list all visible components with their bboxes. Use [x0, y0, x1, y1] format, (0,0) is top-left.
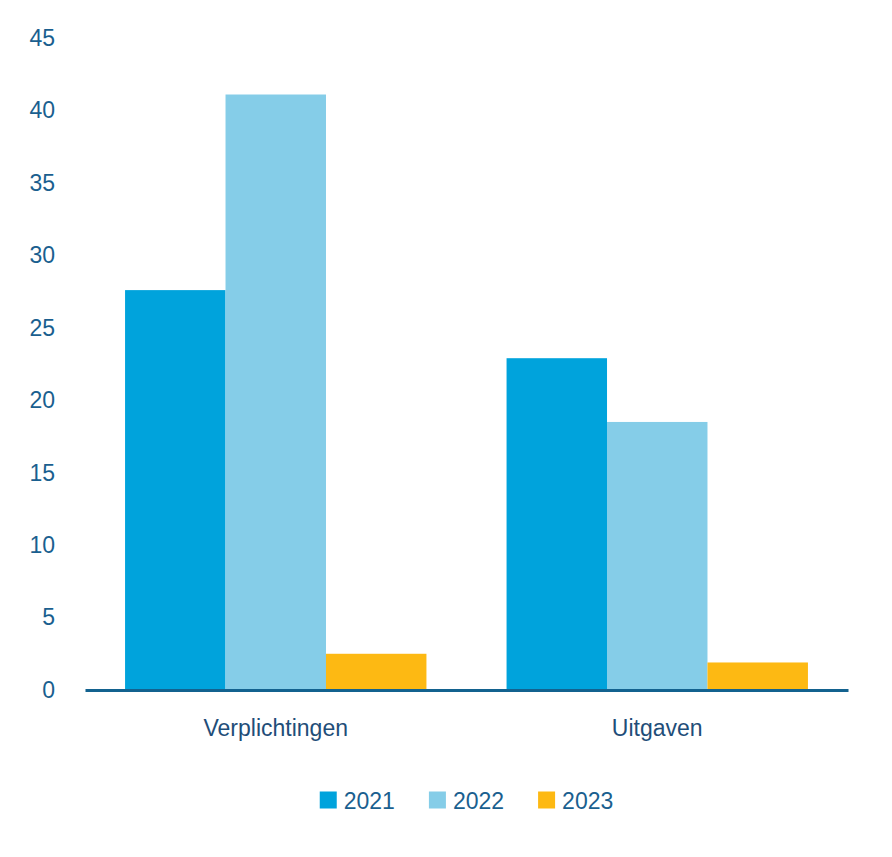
legend-item: 2021	[320, 788, 395, 814]
legend: 2021 2022 2023	[320, 788, 614, 814]
bar	[326, 654, 426, 690]
bar	[125, 290, 225, 690]
x-tick-label: Verplichtingen	[204, 715, 349, 741]
x-axis: Verplichtingen Uitgaven	[86, 690, 849, 741]
y-tick-label: 45	[29, 25, 55, 51]
bar-series	[226, 95, 708, 690]
y-axis: 0 5 10 15 20 25 30 35 40 45	[29, 25, 85, 703]
y-tick: 25	[29, 315, 85, 341]
y-tick: 0	[42, 677, 85, 703]
bar-series	[326, 654, 808, 690]
y-tick-label: 10	[29, 532, 55, 558]
y-tick: 35	[29, 170, 85, 196]
legend-swatch	[538, 792, 555, 809]
bar	[607, 422, 707, 690]
legend-label: 2021	[344, 788, 395, 814]
x-tick: Uitgaven	[612, 690, 703, 741]
bar	[707, 662, 807, 690]
y-tick: 40	[29, 97, 85, 123]
chart: 0 5 10 15 20 25 30 35 40 45 Verplichtingen Uitgaven…	[0, 0, 892, 857]
y-tick-label: 25	[29, 315, 55, 341]
y-tick-label: 5	[42, 604, 55, 630]
y-tick-label: 30	[29, 242, 55, 268]
y-axis-line	[85, 39, 86, 691]
legend-swatch	[429, 792, 446, 809]
y-tick-label: 0	[42, 677, 55, 703]
y-tick-label: 15	[29, 460, 55, 486]
legend-item: 2023	[538, 788, 613, 814]
bar	[507, 358, 607, 690]
y-tick: 45	[29, 25, 85, 51]
y-tick-label: 40	[29, 97, 55, 123]
x-tick: Verplichtingen	[204, 690, 349, 741]
bars	[125, 95, 808, 690]
legend-item: 2022	[429, 788, 504, 814]
legend-label: 2023	[562, 788, 613, 814]
x-axis-line	[86, 689, 849, 692]
y-tick: 20	[29, 387, 85, 413]
bar-series	[125, 290, 607, 690]
y-tick: 30	[29, 242, 85, 268]
x-tick-label: Uitgaven	[612, 715, 703, 741]
y-tick-label: 35	[29, 170, 55, 196]
y-tick: 10	[29, 532, 85, 558]
y-tick: 15	[29, 460, 85, 486]
bar	[226, 95, 326, 690]
y-tick: 5	[42, 604, 85, 630]
legend-label: 2022	[453, 788, 504, 814]
legend-swatch	[320, 792, 337, 809]
y-tick-label: 20	[29, 387, 55, 413]
